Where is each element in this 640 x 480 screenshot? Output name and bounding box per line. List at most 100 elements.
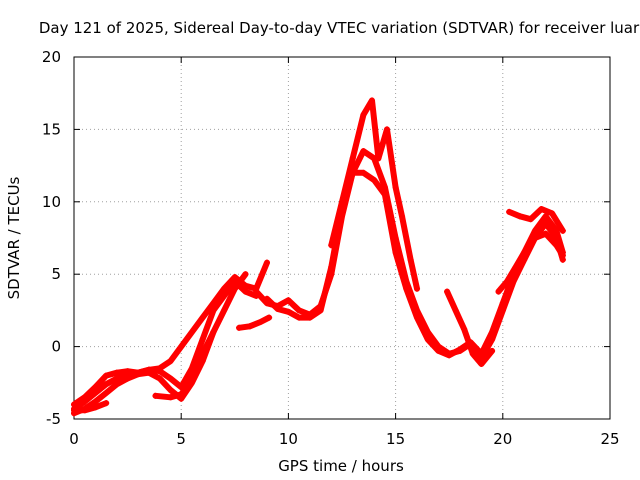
data-point <box>113 375 120 382</box>
data-point <box>167 358 174 365</box>
data-point <box>199 350 206 357</box>
data-point <box>478 360 485 367</box>
data-point <box>221 307 228 314</box>
data-point <box>371 177 378 184</box>
y-tick-label: 10 <box>42 193 61 211</box>
y-tick-label: 20 <box>42 48 61 66</box>
data-point <box>113 369 120 376</box>
data-point <box>242 288 249 295</box>
data-point <box>246 323 253 330</box>
chart-title: Day 121 of 2025, Sidereal Day-to-day VTE… <box>39 19 640 37</box>
data-point <box>167 387 174 394</box>
data-point <box>392 249 399 256</box>
data-point <box>489 329 496 336</box>
data-point <box>317 307 324 314</box>
data-point <box>392 184 399 191</box>
data-point <box>461 326 468 333</box>
data-point <box>92 404 99 411</box>
data-point <box>381 191 388 198</box>
data-point <box>274 305 281 312</box>
data-point <box>542 213 549 220</box>
data-point <box>156 375 163 382</box>
data-point <box>199 314 206 321</box>
data-point <box>512 263 519 270</box>
data-point <box>499 300 506 307</box>
x-tick-label: 5 <box>176 430 186 448</box>
data-point <box>527 216 534 223</box>
y-tick-labels: -5 0 5 10 15 20 <box>42 48 61 428</box>
data-point <box>210 307 217 314</box>
data-point <box>71 407 77 414</box>
data-point <box>384 126 391 133</box>
data-point <box>103 381 110 388</box>
data-point <box>559 227 566 234</box>
data-point <box>306 314 313 321</box>
data-point <box>156 368 163 375</box>
data-point <box>178 343 185 350</box>
x-tick-label: 20 <box>493 430 512 448</box>
data-point <box>328 263 335 270</box>
data-point <box>81 398 88 405</box>
y-tick-label: 5 <box>51 265 61 283</box>
series-track-11 <box>495 230 566 295</box>
x-tick-label: 10 <box>279 430 298 448</box>
data-point <box>124 375 131 382</box>
series-track-2 <box>71 278 260 412</box>
data-point <box>339 198 345 205</box>
data-point <box>135 371 142 378</box>
data-point <box>210 329 217 336</box>
data-series <box>71 97 566 417</box>
data-point <box>81 407 88 414</box>
data-point <box>242 271 249 278</box>
y-tick-label: 0 <box>51 338 61 356</box>
x-tick-labels: 0 5 10 15 20 25 <box>69 430 619 448</box>
data-point <box>188 375 195 382</box>
data-point <box>424 336 431 343</box>
data-point <box>263 295 270 302</box>
data-point <box>531 235 538 241</box>
y-axis-label: SDTVAR / TECUs <box>5 176 23 299</box>
series-track-4 <box>71 400 110 414</box>
data-point <box>504 278 511 285</box>
data-point <box>257 318 264 325</box>
data-point <box>167 375 174 382</box>
data-point <box>152 392 159 399</box>
data-point <box>407 256 414 263</box>
data-point <box>446 352 453 359</box>
x-tick-label: 0 <box>69 430 79 448</box>
data-point <box>495 288 502 295</box>
data-point <box>92 398 99 405</box>
data-point <box>285 308 292 315</box>
data-point <box>469 350 476 357</box>
data-point <box>414 285 421 292</box>
data-point <box>328 242 335 249</box>
data-point <box>360 111 367 118</box>
series-track-10 <box>444 288 496 367</box>
data-point <box>199 336 206 343</box>
data-point <box>489 347 496 354</box>
plot-frame <box>73 56 611 420</box>
data-point <box>399 213 406 220</box>
axis-ticks <box>73 56 611 420</box>
y-tick-label: -5 <box>46 410 61 428</box>
data-point <box>296 314 303 321</box>
data-point <box>296 307 303 314</box>
data-point <box>167 394 174 401</box>
data-point <box>285 297 292 304</box>
data-point <box>414 314 421 321</box>
data-point <box>231 285 238 292</box>
data-point <box>553 227 560 234</box>
data-point <box>92 389 99 396</box>
data-point <box>375 155 382 162</box>
data-point <box>538 206 545 213</box>
data-point <box>553 242 560 249</box>
data-point <box>266 314 273 321</box>
data-point <box>506 208 513 215</box>
data-point <box>113 381 120 388</box>
series-track-6 <box>236 314 273 331</box>
data-point <box>542 230 549 237</box>
data-point <box>531 227 538 234</box>
data-point <box>253 288 260 295</box>
data-point <box>444 288 451 295</box>
